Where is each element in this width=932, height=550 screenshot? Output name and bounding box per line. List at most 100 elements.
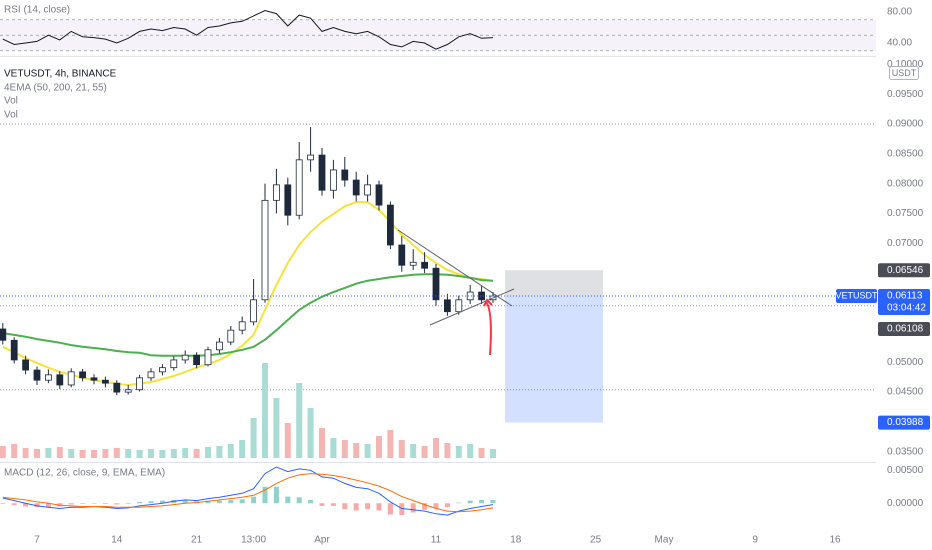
volume-bar (239, 440, 246, 458)
stop-label: 0.06546 (887, 265, 924, 276)
candle-body (443, 299, 451, 313)
y-tick-label: 0.07500 (887, 208, 924, 219)
candle-body (45, 374, 52, 381)
volume-bar (410, 444, 417, 458)
macd-pane: 0.00000 0.00500 (0, 465, 924, 516)
macd-histogram-bar (0, 503, 6, 504)
x-tick-label: 25 (590, 535, 602, 546)
macd-histogram-bar (353, 503, 359, 511)
candle-body (455, 299, 463, 313)
rsi-line (2, 9, 494, 50)
y-tick-label: 80.00 (887, 7, 912, 18)
macd-histogram-bar (422, 503, 428, 510)
candle-body (0, 328, 7, 341)
macd-histogram-bar (467, 500, 473, 504)
candle-body (318, 154, 326, 191)
macd-histogram-bar (68, 503, 74, 505)
candle-body (22, 359, 30, 371)
last-price-label: 0.06113 (887, 291, 923, 302)
volume-bar (455, 446, 462, 458)
candle-body (79, 371, 86, 379)
volume-bar (0, 446, 6, 458)
candle-body (386, 204, 394, 246)
candle-body (409, 261, 417, 266)
macd-histogram-bar (137, 501, 143, 504)
volume-bar (216, 446, 223, 458)
macd-histogram-bar (285, 496, 291, 504)
candle-body (261, 199, 269, 301)
volume-bar (421, 446, 428, 458)
candle-body (375, 184, 383, 206)
macd-histogram-bar (376, 503, 382, 511)
arrow-head (483, 298, 493, 307)
last-price-box (878, 289, 930, 316)
candle-body (250, 299, 258, 323)
volume-bar (353, 443, 360, 458)
macd-histogram-bar (182, 499, 188, 504)
candle-body (113, 382, 121, 393)
y-tick-label: 0.00000 (887, 498, 924, 509)
macd-histogram-bar (216, 500, 222, 504)
macd-histogram-bar (490, 499, 496, 504)
candle-body (352, 179, 360, 196)
macd-histogram-bar (148, 501, 154, 504)
volume-bar (250, 418, 257, 458)
countdown: 03:04:42 (887, 303, 926, 314)
macd-histogram-bar (410, 503, 416, 513)
wedge-upper (397, 229, 513, 307)
volume-bar (387, 430, 394, 458)
symbol-label: VETUSDT (835, 290, 878, 300)
target-label-box (878, 415, 930, 430)
macd-histogram-bar (11, 503, 17, 506)
signal-line (2, 473, 494, 513)
volume-bar (68, 449, 75, 458)
candle-body (466, 291, 474, 301)
candle-body (238, 321, 246, 331)
macd-histogram-bar (433, 503, 439, 509)
candle-body (147, 371, 155, 379)
macd-histogram-bar (205, 500, 211, 504)
macd-histogram-bar (273, 486, 279, 504)
volume-bar (113, 448, 120, 458)
volume-bar (227, 444, 234, 458)
volume-bar (102, 449, 109, 458)
macd-histogram-bar (125, 503, 131, 504)
x-tick-label: May (655, 535, 674, 546)
currency-box[interactable] (889, 66, 919, 80)
x-tick-label: 21 (191, 535, 203, 546)
volume-bar (56, 447, 63, 458)
macd-histogram-bar (330, 503, 336, 506)
volume-bar (433, 438, 439, 458)
volume-bar (22, 448, 29, 458)
volume-bar (478, 448, 485, 458)
candle-body (56, 374, 64, 386)
indicator-label: 4EMA (50, 200, 21, 55) (4, 83, 107, 94)
volume-bar (284, 423, 291, 458)
y-tick-label: 0.09000 (887, 119, 924, 130)
candle-body (136, 377, 144, 391)
x-tick-label: 13:00 (241, 535, 266, 546)
volume-bar (262, 363, 268, 458)
stop-zone (505, 270, 603, 297)
volume-bar (398, 440, 405, 458)
currency[interactable]: USDT (892, 68, 917, 78)
macd-histogram-bar (239, 499, 245, 504)
macd-histogram-bar (342, 503, 348, 510)
target-zone (505, 296, 603, 423)
x-tick-label: Apr (314, 535, 330, 546)
candle-body (170, 359, 178, 369)
volume-bar (319, 428, 325, 458)
macd-title: MACD (12, 26, close, 9, EMA, EMA) (4, 468, 165, 479)
macd-histogram-bar (479, 499, 485, 504)
candle-body (364, 184, 372, 196)
volume-bar (159, 450, 166, 458)
macd-histogram-bar (45, 503, 51, 508)
y-tick-label: 0.08000 (887, 178, 924, 189)
stop-label-box (878, 263, 930, 278)
x-tick-label: 18 (510, 535, 522, 546)
candle-body (102, 379, 109, 384)
volume-bar (273, 398, 280, 458)
volume-bar (79, 450, 86, 458)
candle-body (307, 154, 315, 161)
